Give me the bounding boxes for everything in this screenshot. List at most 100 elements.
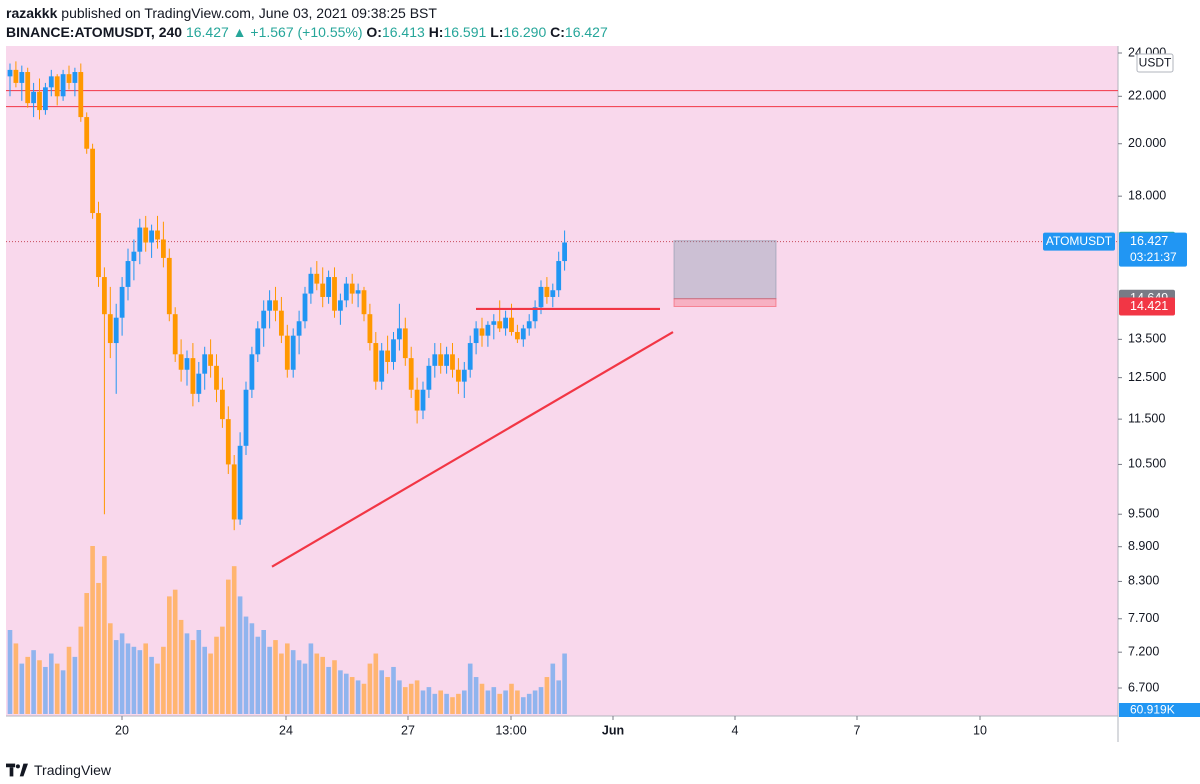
candle-body [279, 310, 284, 336]
high-value: 16.591 [443, 24, 487, 40]
close-value: 16.427 [564, 24, 608, 40]
author-name[interactable]: razakkk [6, 5, 58, 21]
candle-body [202, 354, 208, 374]
candle-body [349, 283, 355, 294]
volume-bar [220, 626, 225, 714]
stop-zone [673, 298, 777, 307]
chart-header: razakkk published on TradingView.com, Ju… [6, 4, 608, 42]
time-tick-label: 20 [115, 723, 129, 737]
candle-body [426, 365, 432, 390]
volume-bar [90, 546, 95, 714]
volume-bar [202, 646, 207, 714]
candle-body [296, 321, 302, 336]
open-label: O: [366, 24, 382, 40]
volume-bar [13, 643, 19, 714]
volume-bar [473, 677, 479, 714]
volume-bar [467, 663, 473, 714]
candle-body [72, 72, 78, 83]
symbol-tag-label: ATOMUSDT [1046, 234, 1113, 248]
volume-bar [509, 683, 514, 714]
candle-body [408, 358, 414, 390]
volume-bar [143, 643, 148, 714]
volume-bar [249, 623, 255, 714]
candle-body [520, 328, 526, 340]
price-tick-label: 11.500 [1128, 411, 1165, 425]
candle-body [54, 76, 60, 97]
volume-bar [31, 650, 36, 714]
volume-bar [78, 626, 84, 714]
candle-body [25, 72, 31, 104]
candle-body [544, 286, 550, 297]
price-tick-label: 22.000 [1128, 89, 1166, 103]
volume-bar [178, 619, 184, 714]
price-tick-label: 7.700 [1128, 611, 1159, 625]
candle-body [220, 389, 225, 420]
volume-bar [462, 690, 467, 714]
volume-bar [332, 660, 337, 714]
volume-bar [7, 630, 13, 714]
volume-bar [397, 680, 402, 714]
countdown-label: 03:21:37 [1130, 250, 1177, 264]
candle-body [225, 419, 231, 465]
candle-body [532, 307, 538, 322]
ascending-trendline [271, 331, 674, 568]
candle-body [208, 354, 213, 366]
symbol-label[interactable]: BINANCE:ATOMUSDT, 240 [6, 24, 183, 40]
volume-bar [161, 646, 166, 714]
volume-bar [308, 643, 314, 714]
open-value: 16.413 [381, 24, 425, 40]
time-tick-label: 13:00 [495, 723, 526, 737]
volume-bar [137, 650, 143, 714]
volume-bar [25, 656, 30, 714]
candle-body [190, 358, 196, 394]
brand-name[interactable]: TradingView [34, 762, 112, 778]
candle-body [31, 91, 36, 104]
candle-body [261, 310, 267, 329]
volume-bar [131, 646, 137, 714]
candle-body [326, 277, 331, 297]
volume-label-bg [1119, 703, 1200, 717]
volume-bar [255, 636, 261, 714]
candle-body [515, 332, 520, 340]
volume-bar [54, 663, 60, 714]
candle-body [214, 365, 219, 390]
candle-body [385, 350, 390, 362]
candle-body [37, 91, 42, 111]
volume-bar [96, 582, 101, 714]
price-tick-label: 18.000 [1128, 188, 1166, 202]
candle-body [166, 257, 172, 315]
candle-body [562, 242, 567, 262]
volume-bar [184, 633, 190, 714]
volume-bar [562, 653, 567, 714]
candle-body [184, 358, 190, 370]
time-tick-label: 24 [279, 723, 293, 737]
last-price-tag [1119, 232, 1187, 267]
volume-bar [438, 690, 443, 714]
candle-body [550, 290, 556, 297]
candle-body [314, 273, 320, 284]
volume-bar [172, 589, 178, 714]
candle-body [7, 69, 13, 77]
volume-bar [196, 630, 202, 714]
volume-bar [155, 663, 160, 714]
price-tick-label: 8.900 [1128, 539, 1159, 553]
volume-bar [60, 670, 66, 714]
volume-bar [214, 636, 219, 714]
price-level-tag [1119, 297, 1175, 316]
volume-bar [338, 670, 343, 714]
candle-body [338, 300, 343, 311]
candle-body [556, 261, 562, 291]
candle-body [107, 314, 113, 344]
candle-body [196, 373, 202, 394]
candle-body [113, 317, 119, 344]
volume-bar [444, 693, 449, 714]
candle-body [332, 277, 337, 311]
volume-bar [149, 656, 154, 714]
candle-body [231, 464, 237, 520]
volume-bar [538, 687, 544, 714]
candle-body [66, 74, 72, 83]
candle-body [509, 317, 514, 333]
candle-body [456, 369, 461, 382]
candle-body [102, 277, 107, 315]
